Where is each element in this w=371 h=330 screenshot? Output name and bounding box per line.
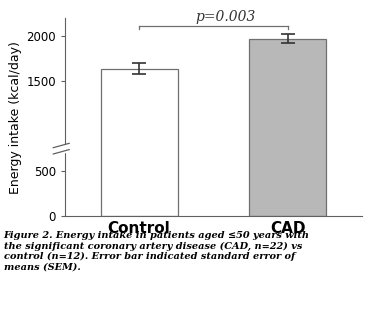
Bar [49, 145, 72, 152]
Text: Figure 2. Energy intake in patients aged ≤50 years with
the significant coronary: Figure 2. Energy intake in patients aged… [4, 231, 310, 272]
Text: p=0.003: p=0.003 [195, 10, 255, 23]
Bar [101, 69, 178, 216]
Bar [249, 39, 326, 216]
Y-axis label: Energy intake (kcal/day): Energy intake (kcal/day) [9, 41, 22, 194]
